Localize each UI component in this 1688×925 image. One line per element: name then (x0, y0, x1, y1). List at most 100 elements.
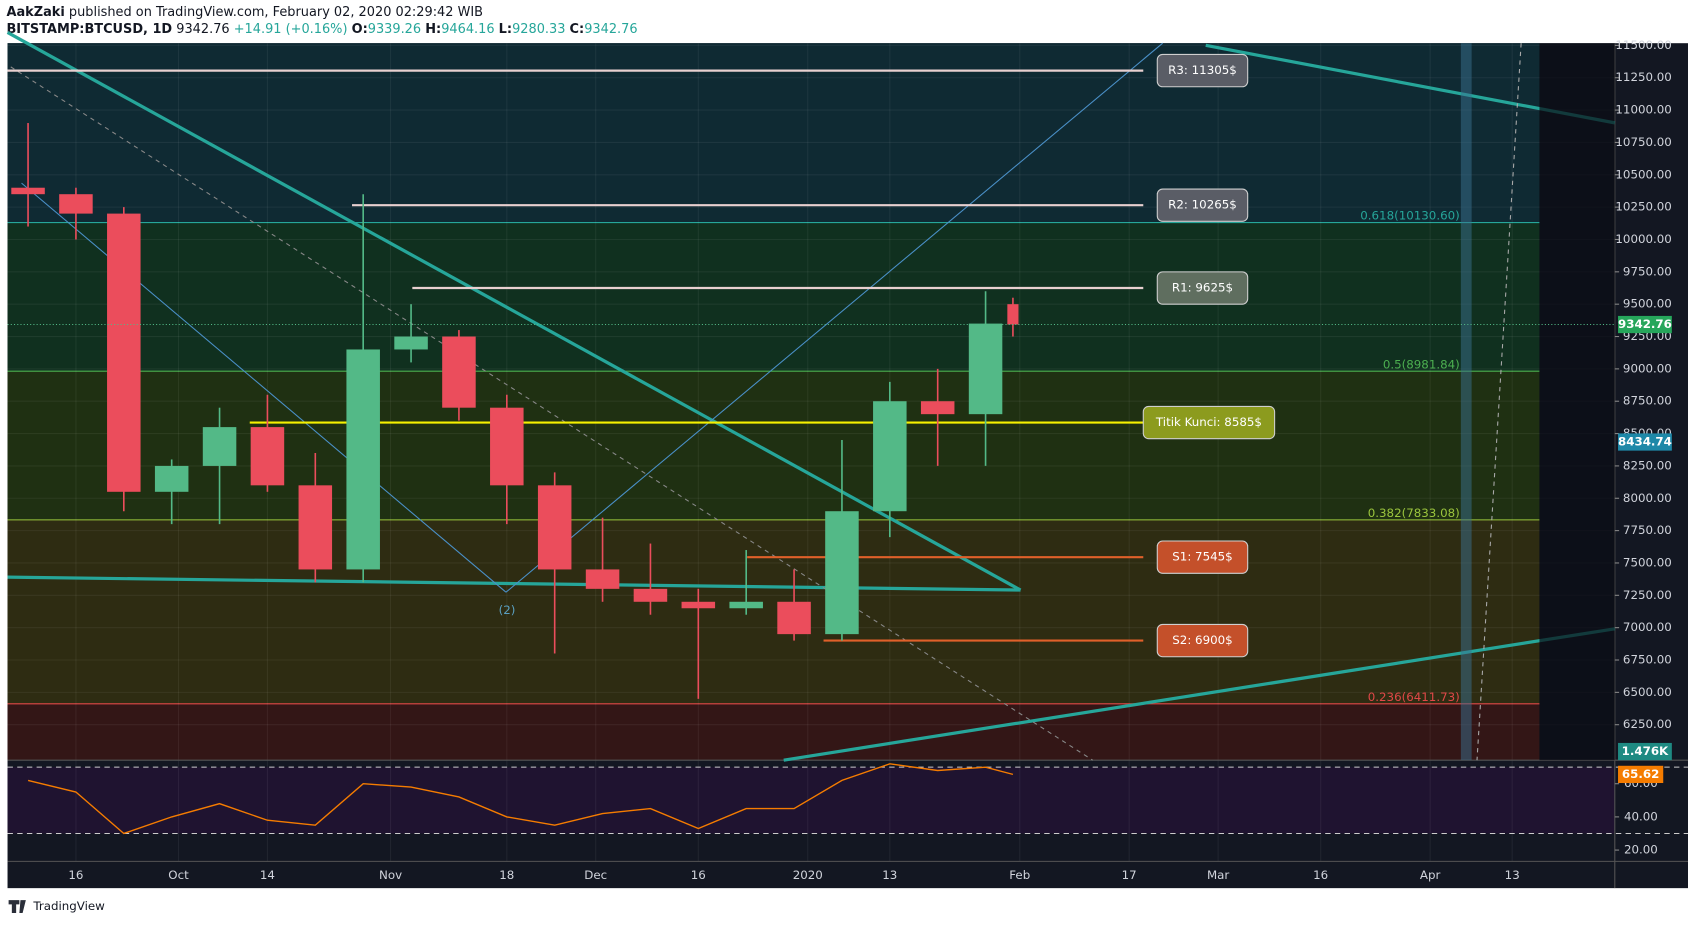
y-tick-label: 8000.00 (1623, 491, 1672, 505)
level-label: Titik Kunci: 8585$ (1155, 415, 1262, 429)
level-box (1142, 405, 1276, 440)
y-tick-label: 6250.00 (1623, 717, 1672, 731)
last: 9342.76 (176, 22, 229, 37)
candle-body (537, 485, 572, 570)
l: 9280.33 (512, 22, 565, 37)
annotation: (2) (499, 603, 516, 617)
y-tick-label: 7750.00 (1623, 523, 1672, 537)
candle-body (202, 427, 237, 466)
footer-text: TradingView (32, 899, 105, 913)
published: published on TradingView.com, February 0… (69, 4, 483, 19)
h: 9464.16 (441, 22, 494, 37)
y-tick-label: 10250.00 (1615, 200, 1671, 214)
header-line-2: BITSTAMP:BTCUSD, 1D 9342.76 +14.91 (+0.1… (6, 22, 637, 37)
price-label: 8434.74 (1618, 435, 1672, 449)
x-tick-label: 16 (1313, 868, 1328, 882)
y-tick-label: 8750.00 (1623, 394, 1672, 408)
candle-body (490, 407, 524, 486)
channel-line (505, 42, 1163, 593)
x-tick-label: 2020 (793, 868, 823, 882)
rsi-line (27, 763, 1014, 835)
y-tick-label: 7000.00 (1623, 620, 1672, 634)
x-tick-label: Apr (1420, 868, 1441, 882)
c: 9342.76 (584, 22, 637, 37)
l-label: L: (499, 22, 512, 37)
y-tick-label: 10000.00 (1615, 232, 1671, 246)
fib-zone (7, 371, 1540, 520)
candle-body (442, 336, 476, 408)
candle-body (873, 401, 907, 512)
fib-label: 0.236(6411.73) (1368, 690, 1460, 704)
level-box (1156, 53, 1249, 88)
level-box (1156, 271, 1249, 305)
rsi-tick-label: 20.00 (1624, 843, 1658, 857)
highlight-band (1460, 43, 1472, 761)
level-box (1156, 623, 1249, 658)
y-tick-label: 10500.00 (1615, 167, 1671, 181)
level-box (1156, 188, 1249, 222)
price-label-box (1618, 315, 1672, 334)
fib-zone (7, 222, 1540, 372)
x-tick-label: Mar (1207, 868, 1229, 882)
x-tick-label: Nov (379, 868, 402, 882)
trendline (6, 31, 1022, 592)
x-tick-label: 13 (1505, 868, 1520, 882)
o: 9339.26 (368, 22, 421, 37)
level-label: S1: 7545$ (1172, 550, 1232, 564)
x-tick-label: 17 (1122, 868, 1137, 882)
y-tick-label: 10750.00 (1615, 135, 1671, 149)
y-tick-label: 7250.00 (1623, 588, 1672, 602)
candle-body (777, 601, 811, 635)
candle-body (107, 213, 141, 492)
dashed-line (10, 66, 1093, 761)
price-label-box (1618, 433, 1672, 451)
channel-line (21, 182, 507, 593)
x-tick-label: Feb (1009, 868, 1030, 882)
future-area (1539, 43, 1615, 761)
level-label: R3: 11305$ (1168, 63, 1237, 77)
fib-zone (7, 519, 1540, 704)
rsi-label: 65.62 (1622, 767, 1659, 781)
y-tick-label: 7500.00 (1623, 555, 1672, 569)
candle-body (633, 588, 668, 602)
fib-label: 0.618(10130.60) (1360, 209, 1460, 223)
x-tick-label: Oct (168, 868, 189, 882)
x-tick-label: Dec (584, 868, 607, 882)
y-tick-label: 8250.00 (1623, 458, 1672, 472)
candle-body (585, 569, 620, 589)
candle-body (11, 187, 45, 195)
candle-body (825, 511, 859, 635)
y-tick-label: 9500.00 (1623, 297, 1672, 311)
candle-body (681, 601, 716, 609)
level-box (1156, 540, 1249, 574)
y-tick-label: 11500.00 (1615, 38, 1671, 52)
level-label: R1: 9625$ (1172, 281, 1233, 295)
level-label: R2: 10265$ (1168, 198, 1237, 212)
rsi-label-box (1618, 765, 1664, 784)
y-tick-label: 11250.00 (1615, 70, 1671, 84)
candle-body (968, 323, 1003, 415)
author: AakZaki (6, 4, 64, 19)
candle-body (298, 485, 333, 570)
rsi-background (7, 767, 1615, 834)
trendline (783, 627, 1616, 762)
y-tick-label: 9750.00 (1623, 264, 1672, 278)
footer-logo (8, 900, 26, 914)
y-tick-label: 6750.00 (1623, 653, 1672, 667)
fib-label: 0.382(7833.08) (1368, 506, 1460, 520)
candle-body (154, 465, 189, 492)
candle-body (1007, 304, 1019, 325)
x-tick-label: 14 (260, 868, 275, 882)
y-tick-label: 9000.00 (1623, 361, 1672, 375)
symbol: BITSTAMP:BTCUSD, 1D (6, 22, 172, 37)
footer-background (0, 888, 1688, 925)
candle-body (729, 601, 763, 609)
level-label: S2: 6900$ (1172, 633, 1232, 647)
x-tick-label: 18 (499, 868, 514, 882)
fib-zone (7, 703, 1540, 761)
h-label: H: (425, 22, 441, 37)
y-tick-label: 6500.00 (1623, 685, 1672, 699)
rsi-tick-label: 40.00 (1624, 809, 1658, 823)
